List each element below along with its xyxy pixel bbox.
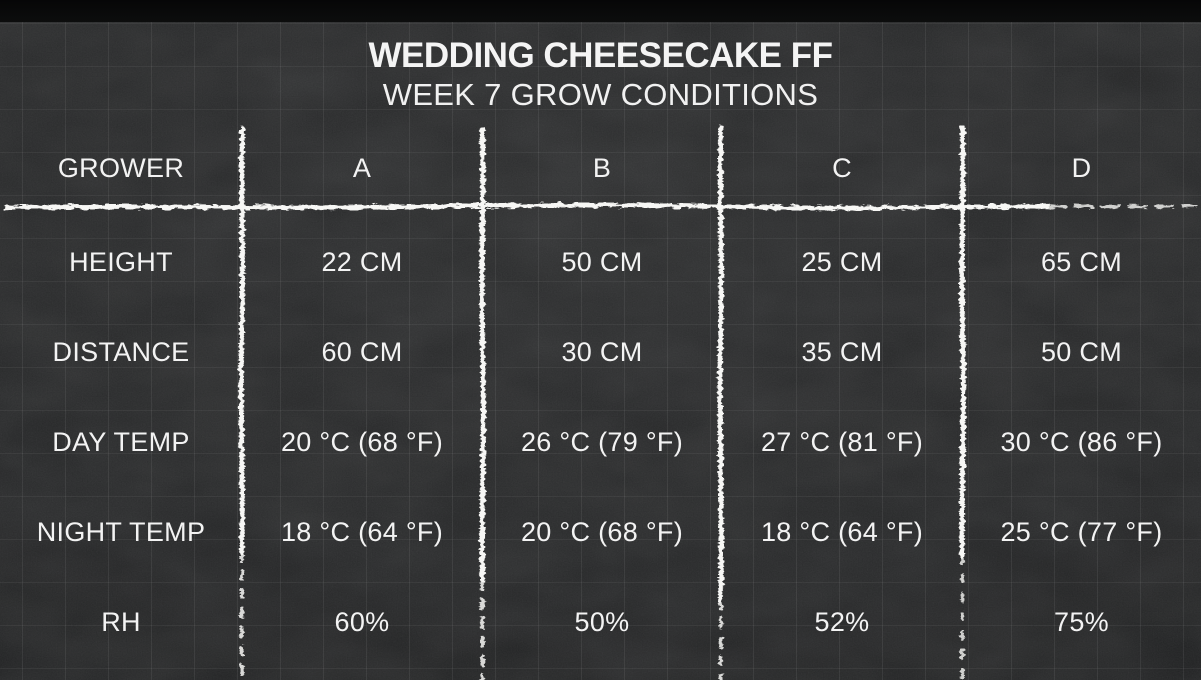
cell-rh-c: 52%	[814, 606, 870, 637]
table-row-rh: RH 60% 50% 52% 75%	[0, 577, 1201, 667]
header-label-grower: GROWER	[57, 153, 185, 183]
cell-night-temp-c: 18 °C (64 °F)	[760, 516, 924, 547]
cell-distance-c: 35 CM	[801, 336, 883, 367]
cell-height-c: 25 CM	[801, 246, 883, 277]
page-subtitle: WEEK 7 GROW CONDITIONS	[382, 77, 819, 112]
cell-height-a: 22 CM	[321, 246, 403, 277]
title-block: WEDDING CHEESECAKE FF WEEK 7 GROW CONDIT…	[0, 36, 1201, 111]
table-row-distance: DISTANCE 60 CM 30 CM 35 CM 50 CM	[0, 307, 1201, 397]
cell-day-temp-d: 30 °C (86 °F)	[1000, 426, 1163, 457]
header-col-d: D	[1071, 153, 1092, 183]
cell-height-b: 50 CM	[561, 246, 643, 277]
table-row-height: HEIGHT 22 CM 50 CM 25 CM 65 CM	[0, 217, 1201, 307]
cell-distance-b: 30 CM	[561, 336, 643, 367]
table-row-night-temp: NIGHT TEMP 18 °C (64 °F) 20 °C (68 °F) 1…	[0, 487, 1201, 577]
row-label-height: HEIGHT	[69, 246, 173, 277]
row-label-night-temp: NIGHT TEMP	[36, 516, 206, 547]
cell-distance-a: 60 CM	[321, 336, 403, 367]
row-label-rh: RH	[101, 606, 141, 637]
top-bar	[0, 0, 1201, 22]
cell-day-temp-a: 20 °C (68 °F)	[280, 426, 444, 457]
cell-rh-b: 50%	[574, 606, 630, 637]
cell-night-temp-b: 20 °C (68 °F)	[520, 516, 684, 547]
row-label-day-temp: DAY TEMP	[52, 426, 190, 457]
cell-height-d: 65 CM	[1040, 246, 1123, 277]
cell-night-temp-d: 25 °C (77 °F)	[1000, 516, 1163, 547]
table-row-day-temp: DAY TEMP 20 °C (68 °F) 26 °C (79 °F) 27 …	[0, 397, 1201, 487]
header-col-c: C	[832, 153, 852, 183]
header-col-a: A	[352, 153, 372, 183]
cell-rh-d: 75%	[1054, 606, 1109, 637]
page-title: WEDDING CHEESECAKE FF	[368, 36, 833, 75]
cell-distance-d: 50 CM	[1040, 336, 1123, 367]
cell-day-temp-b: 26 °C (79 °F)	[520, 426, 684, 457]
row-label-distance: DISTANCE	[52, 336, 190, 367]
header-col-b: B	[592, 153, 612, 183]
table-header-row: GROWER A B C D	[0, 130, 1201, 207]
cell-day-temp-c: 27 °C (81 °F)	[760, 426, 924, 457]
grow-conditions-table: GROWER A B C D HEIGHT 22 CM 50 CM 25 CM …	[0, 130, 1201, 667]
cell-rh-a: 60%	[334, 606, 390, 637]
cell-night-temp-a: 18 °C (64 °F)	[280, 516, 444, 547]
